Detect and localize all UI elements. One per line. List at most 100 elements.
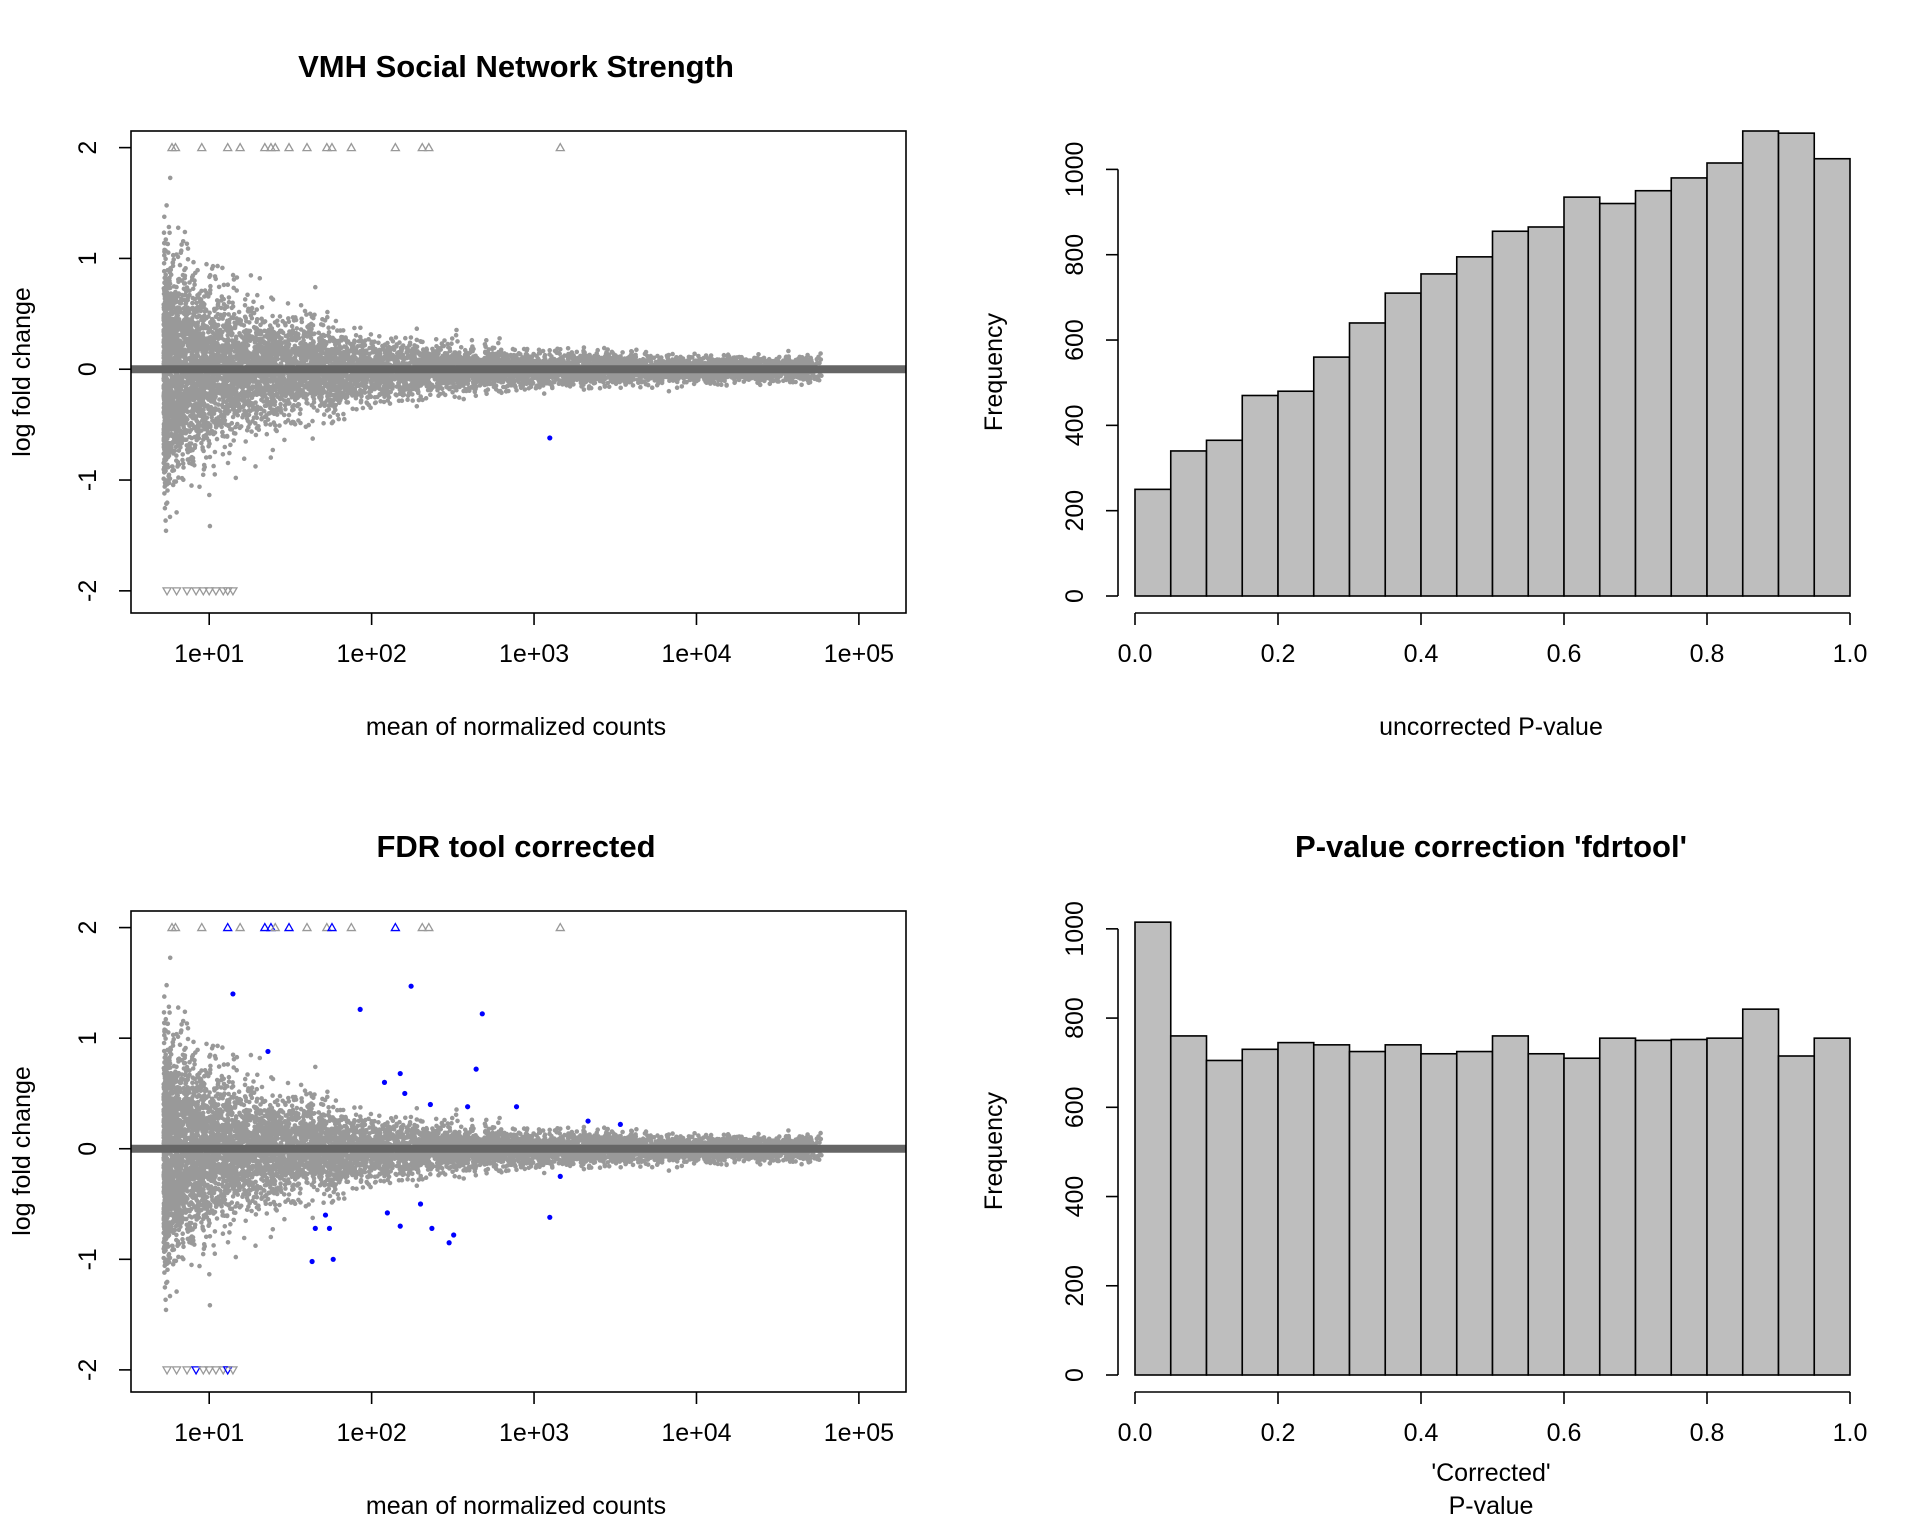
x-tick-label: 0.6 — [1547, 1419, 1582, 1447]
pvalue-histogram-corrected-xlabel-line2: P-value — [1449, 1492, 1534, 1520]
x-tick-label: 0.8 — [1690, 1419, 1725, 1447]
ma-plot-uncorrected-xlabel: mean of normalized counts — [366, 713, 666, 741]
y-tick-label: 1000 — [1061, 901, 1089, 957]
histogram-bar — [1563, 196, 1601, 597]
plot-box — [130, 910, 907, 1393]
y-tick-label: 600 — [1061, 319, 1089, 361]
histogram-bar — [1813, 1037, 1851, 1376]
nonsignificant-gene-cloud — [161, 955, 824, 1313]
significant-gene-point — [473, 1066, 479, 1072]
x-tick-label: 0.4 — [1404, 640, 1439, 668]
clipped-up-triangle — [417, 142, 428, 152]
histogram-bar — [1348, 1050, 1387, 1376]
significant-gene-point — [381, 1079, 388, 1085]
clipped-down-triangle — [181, 587, 193, 597]
y-tick-label: 600 — [1061, 1086, 1089, 1128]
clipped-up-triangle — [259, 922, 270, 932]
histogram-bar — [1670, 177, 1708, 597]
clipped-up-triangle — [555, 142, 566, 152]
x-tick-label: 1e+04 — [661, 640, 731, 668]
significant-gene-point — [330, 1256, 336, 1262]
clipped-down-triangle — [222, 1366, 233, 1376]
ma-plot-uncorrected-title: VMH Social Network Strength — [298, 49, 734, 84]
histogram-bar — [1527, 226, 1565, 597]
clipped-up-triangle — [390, 142, 401, 152]
y-tick-label: 0 — [1061, 1368, 1089, 1382]
histogram-bar — [1384, 1044, 1422, 1376]
clipped-up-triangle — [423, 142, 434, 152]
histogram-bar — [1455, 1050, 1494, 1376]
clipped-up-triangle — [196, 142, 207, 152]
clipped-up-triangle — [170, 142, 181, 152]
histogram-bar — [1384, 292, 1422, 597]
x-tick-label: 1.0 — [1833, 1419, 1868, 1447]
significant-gene-point — [417, 1201, 424, 1207]
clipped-down-triangle — [190, 587, 202, 597]
histogram-bar — [1706, 1037, 1744, 1376]
ma-plot-corrected-xlabel: mean of normalized counts — [366, 1492, 666, 1520]
y-tick-label: 0 — [1061, 589, 1089, 603]
histogram-bar — [1491, 1035, 1530, 1376]
nonsignificant-gene-points — [161, 955, 824, 1313]
clipped-down-triangle — [161, 587, 173, 597]
y-tick-label: 400 — [1061, 1176, 1089, 1218]
histogram-bar — [1634, 1039, 1673, 1376]
x-tick-label: 1.0 — [1833, 640, 1868, 668]
y-tick-label: -1 — [74, 1248, 102, 1270]
clipped-down-triangle — [227, 587, 239, 597]
y-tick-label: 200 — [1061, 490, 1089, 532]
y-tick-label: 200 — [1061, 1265, 1089, 1307]
pvalue-histogram-uncorrected-axes: 0.0 0.2 0.4 0.6 0.8 1.0 0 200 400 600 800 1000 — [1061, 142, 1867, 668]
clipped-up-triangle — [326, 142, 338, 152]
significant-gene-point — [547, 435, 553, 441]
clipped-up-triangle — [283, 922, 295, 932]
significant-gene-point — [617, 1121, 623, 1128]
ma-plot-uncorrected-area — [131, 142, 906, 597]
x-tick-label: 1e+01 — [174, 1419, 244, 1447]
significant-gene-point — [322, 1212, 329, 1218]
clipped-down-triangle — [222, 587, 233, 597]
pvalue-histogram-corrected-bars — [1134, 921, 1851, 1376]
y-tick-label: 400 — [1061, 404, 1089, 446]
clipped-up-triangle — [346, 922, 357, 932]
histogram-bar — [1169, 1035, 1208, 1376]
significant-gene-point — [265, 1048, 271, 1055]
significant-gene-point — [357, 1006, 363, 1013]
pvalue-histogram-uncorrected-xlabel: uncorrected P-value — [1379, 713, 1603, 741]
clipped-down-triangle — [171, 587, 182, 597]
ma-plot-uncorrected: VMH Social Network Strength mean of norm… — [8, 49, 907, 741]
significant-gene-point — [397, 1223, 403, 1229]
clipped-up-triangle — [259, 142, 270, 152]
clipped-down-triangle — [198, 587, 209, 597]
clipped-down-triangle — [181, 1366, 193, 1376]
ma-plot-corrected-axes: 1e+01 1e+02 1e+03 1e+04 1e+05 -2 -1 0 1 2 — [74, 910, 907, 1447]
y-tick-label: 1 — [74, 1031, 102, 1045]
histogram-bar — [1563, 1057, 1601, 1376]
clipped-up-triangle — [326, 922, 338, 932]
clipped-up-triangle — [555, 922, 566, 932]
y-tick-label: 0 — [74, 362, 102, 376]
y-tick-label: -2 — [74, 1359, 102, 1381]
clipped-up-triangle — [301, 142, 313, 152]
histogram-bar — [1312, 356, 1351, 597]
histogram-bar — [1420, 273, 1458, 597]
histogram-bar — [1134, 921, 1172, 1376]
significant-gene-point — [451, 1232, 457, 1238]
histogram-bar — [1169, 450, 1208, 597]
clipped-up-triangle — [222, 922, 233, 932]
y-tick-label: 0 — [74, 1142, 102, 1156]
significant-gene-point — [384, 1210, 390, 1216]
x-tick-label: 0.0 — [1118, 1419, 1153, 1447]
clipped-up-triangle — [270, 922, 281, 932]
histogram-bar — [1741, 1008, 1780, 1376]
significant-gene-point — [585, 1118, 591, 1124]
significant-gene-point — [408, 983, 414, 989]
clipped-up-triangle — [234, 922, 246, 932]
histogram-bar — [1277, 390, 1315, 597]
histogram-bar — [1527, 1052, 1565, 1376]
histogram-bar — [1241, 1048, 1279, 1376]
x-tick-label: 0.6 — [1547, 640, 1582, 668]
clipped-down-triangle — [204, 587, 215, 597]
x-tick-label: 0.2 — [1261, 1419, 1296, 1447]
nonsignificant-gene-points — [161, 175, 824, 534]
